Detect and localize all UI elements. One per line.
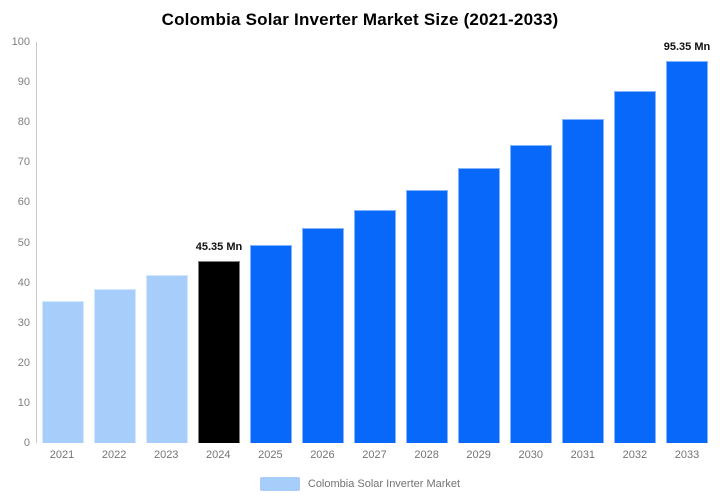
bar-slot	[349, 42, 401, 443]
x-tick-label: 2029	[466, 449, 491, 461]
x-tick-label: 2030	[518, 449, 543, 461]
legend-swatch-icon	[259, 477, 300, 491]
legend: Colombia Solar Inverter Market	[0, 477, 720, 491]
bar-2025[interactable]	[250, 245, 292, 443]
x-tick-label: 2033	[674, 449, 700, 461]
bar-slot	[505, 42, 557, 443]
bar-2028[interactable]	[406, 189, 448, 443]
bar-slot	[37, 42, 89, 443]
bar-slot	[453, 42, 505, 443]
y-tick-label: 50	[17, 236, 30, 249]
bar-2024[interactable]	[198, 261, 240, 443]
x-tick-label: 2027	[362, 449, 387, 461]
y-tick-label: 70	[17, 156, 30, 169]
x-tick-label: 2023	[153, 449, 179, 461]
bar-2027[interactable]	[354, 210, 396, 443]
bar-2026[interactable]	[302, 228, 344, 443]
x-tick-label: 2025	[258, 449, 283, 461]
bar-2031[interactable]	[562, 119, 604, 443]
x-tick-label: 2028	[414, 449, 439, 461]
x-tick-label: 2031	[570, 449, 596, 461]
bar-slot	[245, 42, 297, 443]
x-axis: 2021 2022 2023 2024 2025 2026 2027 2028 2029 2030…	[36, 449, 713, 461]
bar-2022[interactable]	[94, 288, 136, 443]
bar-2029[interactable]	[458, 168, 500, 443]
legend-item[interactable]: Colombia Solar Inverter Market	[259, 477, 461, 491]
bar-slot: 45.35 Mn	[193, 42, 245, 443]
y-tick-label: 40	[17, 276, 30, 289]
bar-2023[interactable]	[146, 275, 188, 443]
bar-2030[interactable]	[510, 144, 552, 443]
y-tick-label: 90	[17, 76, 30, 89]
y-tick-label: 100	[11, 36, 30, 48]
x-tick-label: 2032	[622, 449, 648, 461]
y-tick-label: 60	[17, 196, 30, 209]
y-tick-label: 20	[17, 356, 30, 369]
y-tick-label: 80	[17, 116, 30, 129]
bar-slot	[141, 42, 193, 443]
y-tick-label: 0	[23, 437, 30, 449]
chart-title: Colombia Solar Inverter Market Size (202…	[161, 10, 559, 29]
x-tick-label: 2022	[101, 449, 127, 461]
legend-label: Colombia Solar Inverter Market	[307, 478, 461, 490]
x-tick-label: 2021	[49, 449, 75, 461]
bar-slot	[609, 42, 661, 443]
bar-data-label: 45.35 Mn	[195, 241, 243, 254]
y-tick-label: 30	[17, 316, 30, 329]
bar-slot: 95.35 Mn	[661, 40, 713, 443]
bar-2033[interactable]	[666, 60, 708, 443]
bar-2032[interactable]	[614, 91, 656, 443]
bar-slot	[89, 42, 141, 443]
y-axis: 0 10 20 30 40 50 60 70 80 90 100	[0, 36, 30, 449]
plot-area: 45.35 Mn 95.35 Mn	[36, 40, 713, 443]
x-tick-label: 2026	[310, 449, 335, 461]
x-tick-label: 2024	[206, 449, 231, 461]
bar-2021[interactable]	[42, 301, 84, 443]
bar-slot	[401, 42, 453, 443]
y-tick-label: 10	[17, 396, 30, 409]
bar-data-label: 95.35 Mn	[663, 40, 711, 53]
bar-slot	[297, 42, 349, 443]
bar-slot	[557, 42, 609, 443]
